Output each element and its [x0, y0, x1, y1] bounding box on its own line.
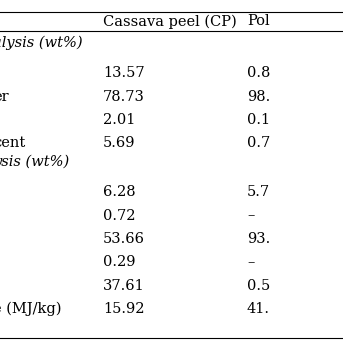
Text: er: er — [0, 90, 9, 104]
Text: 5.69: 5.69 — [103, 136, 135, 150]
Text: 0.72: 0.72 — [103, 209, 135, 223]
Text: Pol: Pol — [247, 14, 270, 28]
Text: –: – — [247, 209, 255, 223]
Text: 78.73: 78.73 — [103, 90, 145, 104]
Text: e (MJ/kg): e (MJ/kg) — [0, 302, 62, 316]
Text: –: – — [247, 255, 255, 269]
Text: 53.66: 53.66 — [103, 232, 145, 246]
Text: 93.: 93. — [247, 232, 270, 246]
Text: 0.29: 0.29 — [103, 255, 135, 269]
Text: 0.8: 0.8 — [247, 66, 270, 80]
Text: 6.28: 6.28 — [103, 185, 135, 199]
Text: Cassava peel (CP): Cassava peel (CP) — [103, 14, 237, 28]
Text: 15.92: 15.92 — [103, 302, 144, 316]
Text: 13.57: 13.57 — [103, 66, 144, 80]
Text: alysis (wt%): alysis (wt%) — [0, 36, 83, 50]
Text: 2.01: 2.01 — [103, 113, 135, 127]
Text: 0.7: 0.7 — [247, 136, 270, 150]
Text: 0.5: 0.5 — [247, 279, 270, 293]
Text: 0.1: 0.1 — [247, 113, 270, 127]
Text: 37.61: 37.61 — [103, 279, 145, 293]
Text: ysis (wt%): ysis (wt%) — [0, 155, 69, 169]
Text: 41.: 41. — [247, 302, 270, 316]
Text: 98.: 98. — [247, 90, 270, 104]
Text: 5.7: 5.7 — [247, 185, 270, 199]
Text: cent: cent — [0, 136, 25, 150]
